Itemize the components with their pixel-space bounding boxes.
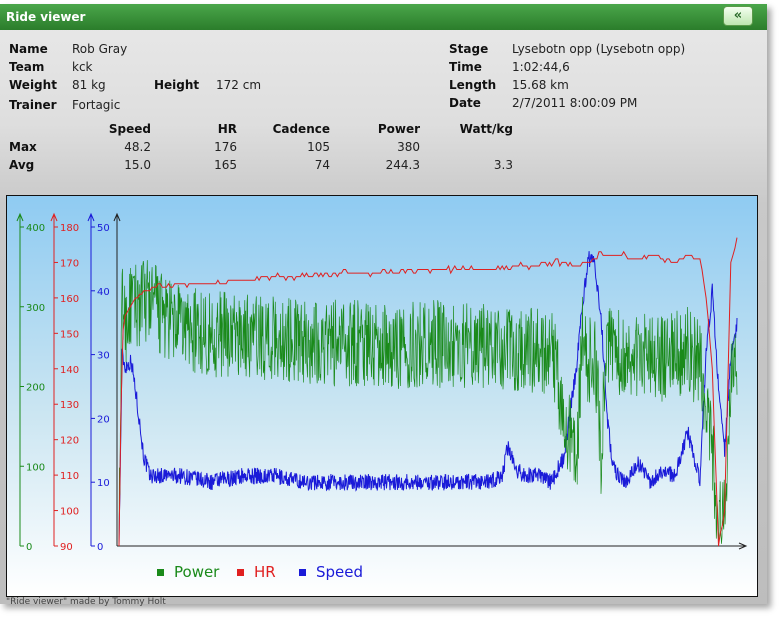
- team-label: Team: [9, 60, 45, 74]
- stats-max-label: Max: [9, 140, 37, 154]
- time-label: Time: [449, 60, 482, 74]
- chart-background: [7, 196, 757, 596]
- time-value: 1:02:44,6: [512, 60, 570, 74]
- speed-axis-arrow: [87, 212, 95, 222]
- hr-tick-label: 100: [60, 507, 79, 518]
- length-label: Length: [449, 78, 497, 92]
- power-tick-label: 200: [26, 383, 45, 394]
- stage-value: Lysebotn opp (Lysebotn opp): [512, 42, 686, 56]
- legend-label-power: Power: [174, 563, 220, 581]
- hr-tick-label: 180: [60, 223, 79, 234]
- power-series-line: [118, 260, 738, 547]
- trainer-value: Fortagic: [72, 98, 121, 112]
- stats-avg-watt-kg: 3.3: [493, 158, 513, 172]
- power-axis-arrow: [16, 212, 24, 222]
- window-title: Ride viewer: [6, 10, 86, 24]
- stats-avg-cadence: 74: [314, 158, 330, 172]
- hr-axis-arrow: [50, 212, 58, 222]
- hr-tick-label: 170: [60, 258, 79, 269]
- stats-avg-label: Avg: [9, 158, 35, 172]
- stats-avg-power: 244.3: [385, 158, 420, 172]
- hr-tick-label: 90: [60, 542, 73, 553]
- legend-label-hr: HR: [254, 563, 276, 581]
- power-tick-label: 100: [26, 462, 45, 473]
- legend-swatch-speed: [299, 569, 306, 576]
- ride-chart: 0100200300400901001101201301401501601701…: [7, 196, 757, 596]
- stats-max-hr: 176: [214, 140, 237, 154]
- team-value: kck: [72, 60, 93, 74]
- speed-series-line: [118, 251, 738, 547]
- stats-avg-hr: 165: [214, 158, 237, 172]
- height-label: Height: [154, 78, 200, 92]
- legend-swatch-hr: [237, 569, 244, 576]
- stats-header-power: Power: [377, 122, 420, 136]
- name-label: Name: [9, 42, 48, 56]
- power-tick-label: 400: [26, 223, 45, 234]
- length-value: 15.68 km: [512, 78, 569, 92]
- stats-header-cadence: Cadence: [272, 122, 330, 136]
- hr-tick-label: 160: [60, 294, 79, 305]
- power-tick-label: 300: [26, 303, 45, 314]
- speed-tick-label: 50: [97, 223, 110, 234]
- stats-header-hr: HR: [217, 122, 237, 136]
- stats-header-watt-kg: Watt/kg: [459, 122, 513, 136]
- legend-swatch-power: [157, 569, 164, 576]
- stats-max-speed: 48.2: [124, 140, 151, 154]
- title-bar: Ride viewer «: [0, 4, 767, 30]
- stats-max-power: 380: [397, 140, 420, 154]
- speed-tick-label: 40: [97, 287, 110, 298]
- stats-max-cadence: 105: [307, 140, 330, 154]
- hr-series-line: [118, 237, 738, 547]
- speed-tick-label: 20: [97, 414, 110, 425]
- height-value: 172 cm: [216, 78, 262, 92]
- stage-label: Stage: [449, 42, 489, 56]
- hr-tick-label: 140: [60, 365, 79, 376]
- hr-tick-label: 120: [60, 436, 79, 447]
- name-value: Rob Gray: [72, 42, 128, 56]
- hr-tick-label: 130: [60, 400, 79, 411]
- speed-tick-label: 0: [97, 542, 103, 553]
- weight-value: 81 kg: [72, 78, 106, 92]
- x-axis-arrow: [738, 542, 748, 550]
- hr-tick-label: 150: [60, 329, 79, 340]
- ride-chart-panel: 0 100 200 300 400 90 100 110 120 130 140 150 160 170 1…: [6, 195, 758, 597]
- back-button[interactable]: «: [723, 6, 753, 26]
- footer-credit: "Ride viewer" made by Tommy Holt: [6, 597, 166, 607]
- weight-label: Weight: [9, 78, 57, 92]
- plot-y-axis-arrow: [113, 212, 121, 222]
- date-label: Date: [449, 96, 481, 110]
- stats-header-speed: Speed: [108, 122, 151, 136]
- legend-label-speed: Speed: [316, 563, 363, 581]
- date-value: 2/7/2011 8:00:09 PM: [512, 96, 638, 110]
- speed-tick-label: 10: [97, 478, 110, 489]
- power-tick-label: 0: [26, 542, 32, 553]
- speed-tick-label: 30: [97, 351, 110, 362]
- trainer-label: Trainer: [9, 98, 57, 112]
- hr-tick-label: 110: [60, 471, 79, 482]
- stats-avg-speed: 15.0: [124, 158, 151, 172]
